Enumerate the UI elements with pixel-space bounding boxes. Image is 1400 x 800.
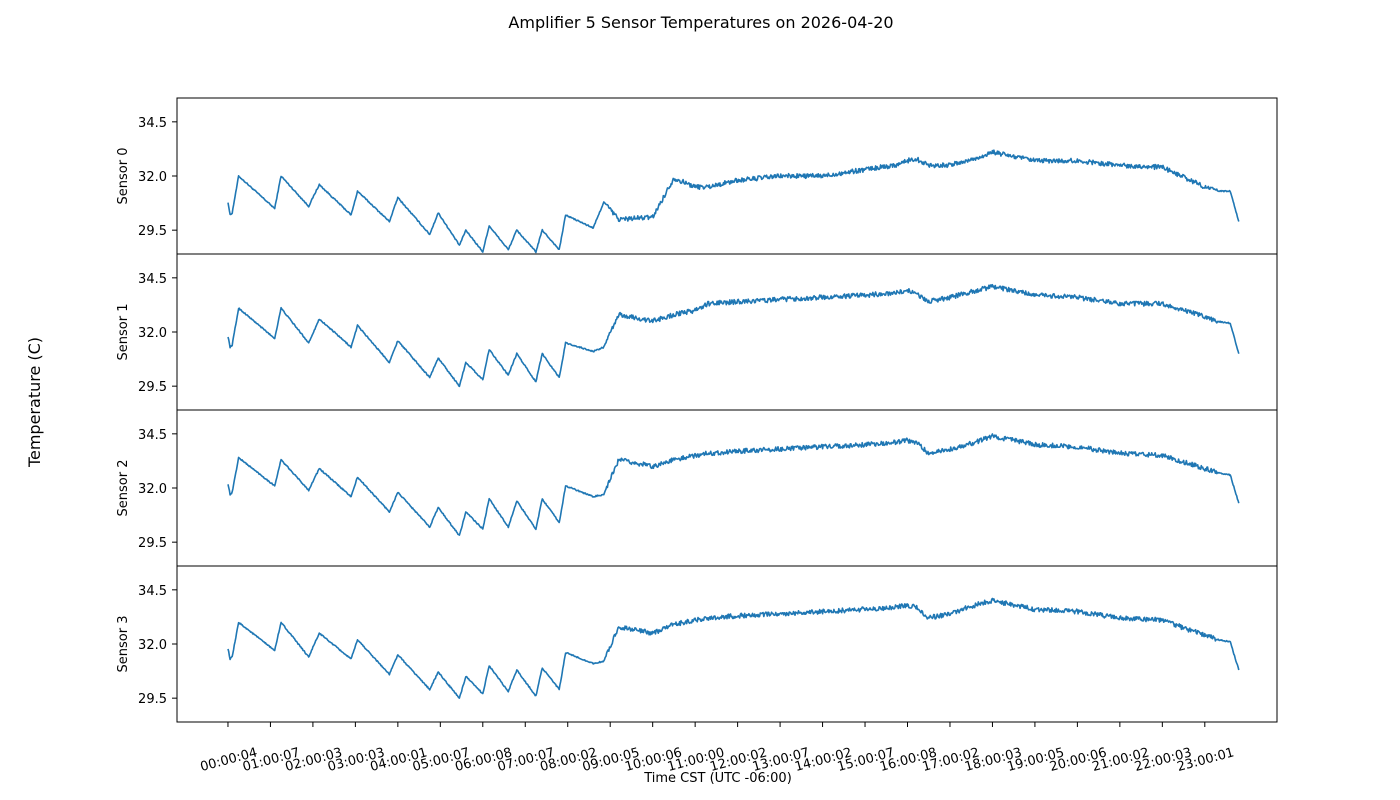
subplot-sensor-2: 29.5 32.0 34.5 Sensor 2	[116, 409, 1278, 567]
y-tick-label: 34.5	[138, 428, 167, 443]
plot-frame	[176, 565, 1278, 723]
series-label: Sensor 1	[116, 304, 131, 361]
y-tick-label: 29.5	[138, 692, 167, 707]
y-tick-label: 32.0	[138, 170, 167, 185]
series-label: Sensor 0	[116, 148, 131, 205]
series-label: Sensor 2	[116, 460, 131, 517]
y-tick-label: 34.5	[138, 584, 167, 599]
x-axis-label: Time CST (UTC -06:00)	[643, 771, 792, 786]
y-tick-label: 32.0	[138, 326, 167, 341]
series-line	[227, 597, 1240, 699]
y-axis-label: Temperature (C)	[25, 337, 44, 468]
y-tick-label: 29.5	[138, 224, 167, 239]
subplot-sensor-1: 29.5 32.0 34.5 Sensor 1	[116, 253, 1278, 411]
y-tick-label: 32.0	[138, 638, 167, 653]
y-tick-label: 29.5	[138, 380, 167, 395]
plot-frame	[176, 97, 1278, 255]
series-line	[227, 433, 1240, 536]
plot-frame	[176, 253, 1278, 411]
x-axis-ticks: 00:00:0401:00:0702:00:0303:00:0304:00:01…	[199, 722, 1236, 775]
series-line	[227, 283, 1240, 388]
series-line	[227, 149, 1240, 254]
y-tick-label: 32.0	[138, 482, 167, 497]
series-label: Sensor 3	[116, 616, 131, 673]
y-tick-label: 29.5	[138, 536, 167, 551]
y-tick-label: 34.5	[138, 116, 167, 131]
subplots: 29.5 32.0 34.5 Sensor 0 29.5 32.0 34.5 Sensor 1…	[116, 97, 1278, 723]
subplot-sensor-3: 29.5 32.0 34.5 Sensor 3	[116, 565, 1278, 723]
y-tick-label: 34.5	[138, 272, 167, 287]
subplot-sensor-0: 29.5 32.0 34.5 Sensor 0	[116, 97, 1278, 255]
chart-title: Amplifier 5 Sensor Temperatures on 2026-…	[508, 13, 893, 32]
